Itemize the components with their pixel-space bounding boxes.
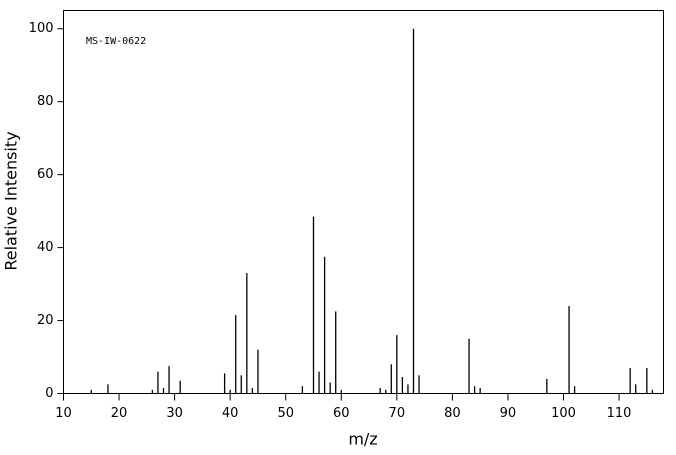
y-axis-label: Relative Intensity bbox=[2, 131, 21, 270]
x-tick-label: 100 bbox=[551, 406, 576, 421]
y-tick-label: 20 bbox=[37, 313, 54, 328]
annotation: MS-IW-0622 bbox=[86, 36, 146, 47]
y-tick-label: 100 bbox=[29, 21, 54, 36]
y-tick-label: 40 bbox=[37, 240, 54, 255]
x-axis-label: m/z bbox=[348, 430, 377, 449]
y-tick-label: 0 bbox=[45, 386, 53, 401]
x-tick-label: 50 bbox=[277, 406, 294, 421]
plot-frame bbox=[63, 10, 664, 394]
x-tick-label: 90 bbox=[500, 406, 517, 421]
x-tick-label: 10 bbox=[55, 406, 72, 421]
x-tick-label: 30 bbox=[166, 406, 183, 421]
x-tick-label: 110 bbox=[607, 406, 632, 421]
x-tick-label: 40 bbox=[222, 406, 239, 421]
x-tick-label: 20 bbox=[111, 406, 128, 421]
y-tick-label: 60 bbox=[37, 167, 54, 182]
x-tick-label: 70 bbox=[389, 406, 406, 421]
x-tick-label: 80 bbox=[444, 406, 461, 421]
x-tick-label: 60 bbox=[333, 406, 350, 421]
y-tick-label: 80 bbox=[37, 94, 54, 109]
